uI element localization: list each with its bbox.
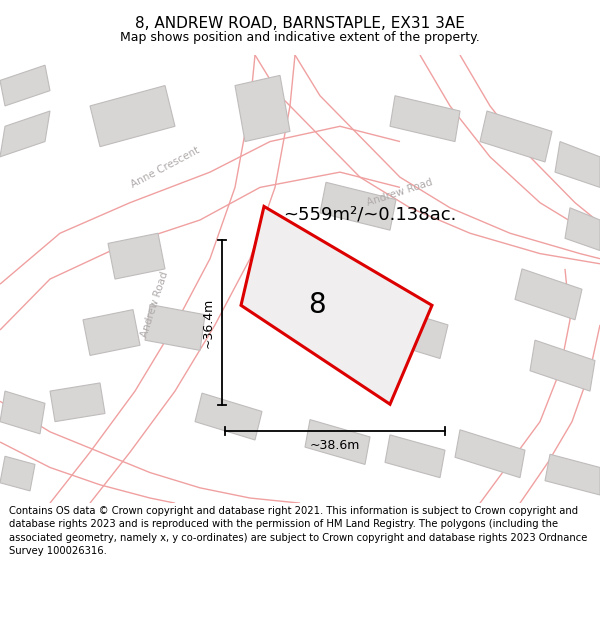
Polygon shape (0, 391, 45, 434)
Polygon shape (90, 86, 175, 147)
Text: ~36.4m: ~36.4m (202, 298, 215, 348)
Polygon shape (305, 419, 370, 464)
Text: Andrew Road: Andrew Road (140, 271, 170, 339)
Polygon shape (320, 182, 396, 230)
Polygon shape (0, 65, 50, 106)
Polygon shape (530, 340, 595, 391)
Polygon shape (555, 142, 600, 188)
Text: Map shows position and indicative extent of the property.: Map shows position and indicative extent… (120, 31, 480, 44)
Polygon shape (0, 111, 50, 157)
Polygon shape (390, 96, 460, 142)
Polygon shape (455, 430, 525, 478)
Text: ~38.6m: ~38.6m (310, 439, 360, 452)
Polygon shape (83, 309, 140, 356)
Polygon shape (145, 304, 205, 351)
Text: 8: 8 (308, 291, 326, 319)
Polygon shape (0, 456, 35, 491)
Text: Anne Crescent: Anne Crescent (129, 145, 201, 189)
Polygon shape (50, 383, 105, 422)
Text: Contains OS data © Crown copyright and database right 2021. This information is : Contains OS data © Crown copyright and d… (9, 506, 587, 556)
Polygon shape (195, 393, 262, 440)
Text: Andrew Road: Andrew Road (366, 177, 434, 208)
Polygon shape (241, 206, 432, 404)
Text: 8, ANDREW ROAD, BARNSTAPLE, EX31 3AE: 8, ANDREW ROAD, BARNSTAPLE, EX31 3AE (135, 16, 465, 31)
Polygon shape (565, 208, 600, 251)
Polygon shape (385, 435, 445, 478)
Polygon shape (235, 76, 290, 142)
Polygon shape (515, 269, 582, 320)
Polygon shape (480, 111, 552, 162)
Polygon shape (380, 306, 448, 359)
Polygon shape (545, 454, 600, 495)
Polygon shape (108, 233, 165, 279)
Text: ~559m²/~0.138ac.: ~559m²/~0.138ac. (283, 206, 457, 224)
